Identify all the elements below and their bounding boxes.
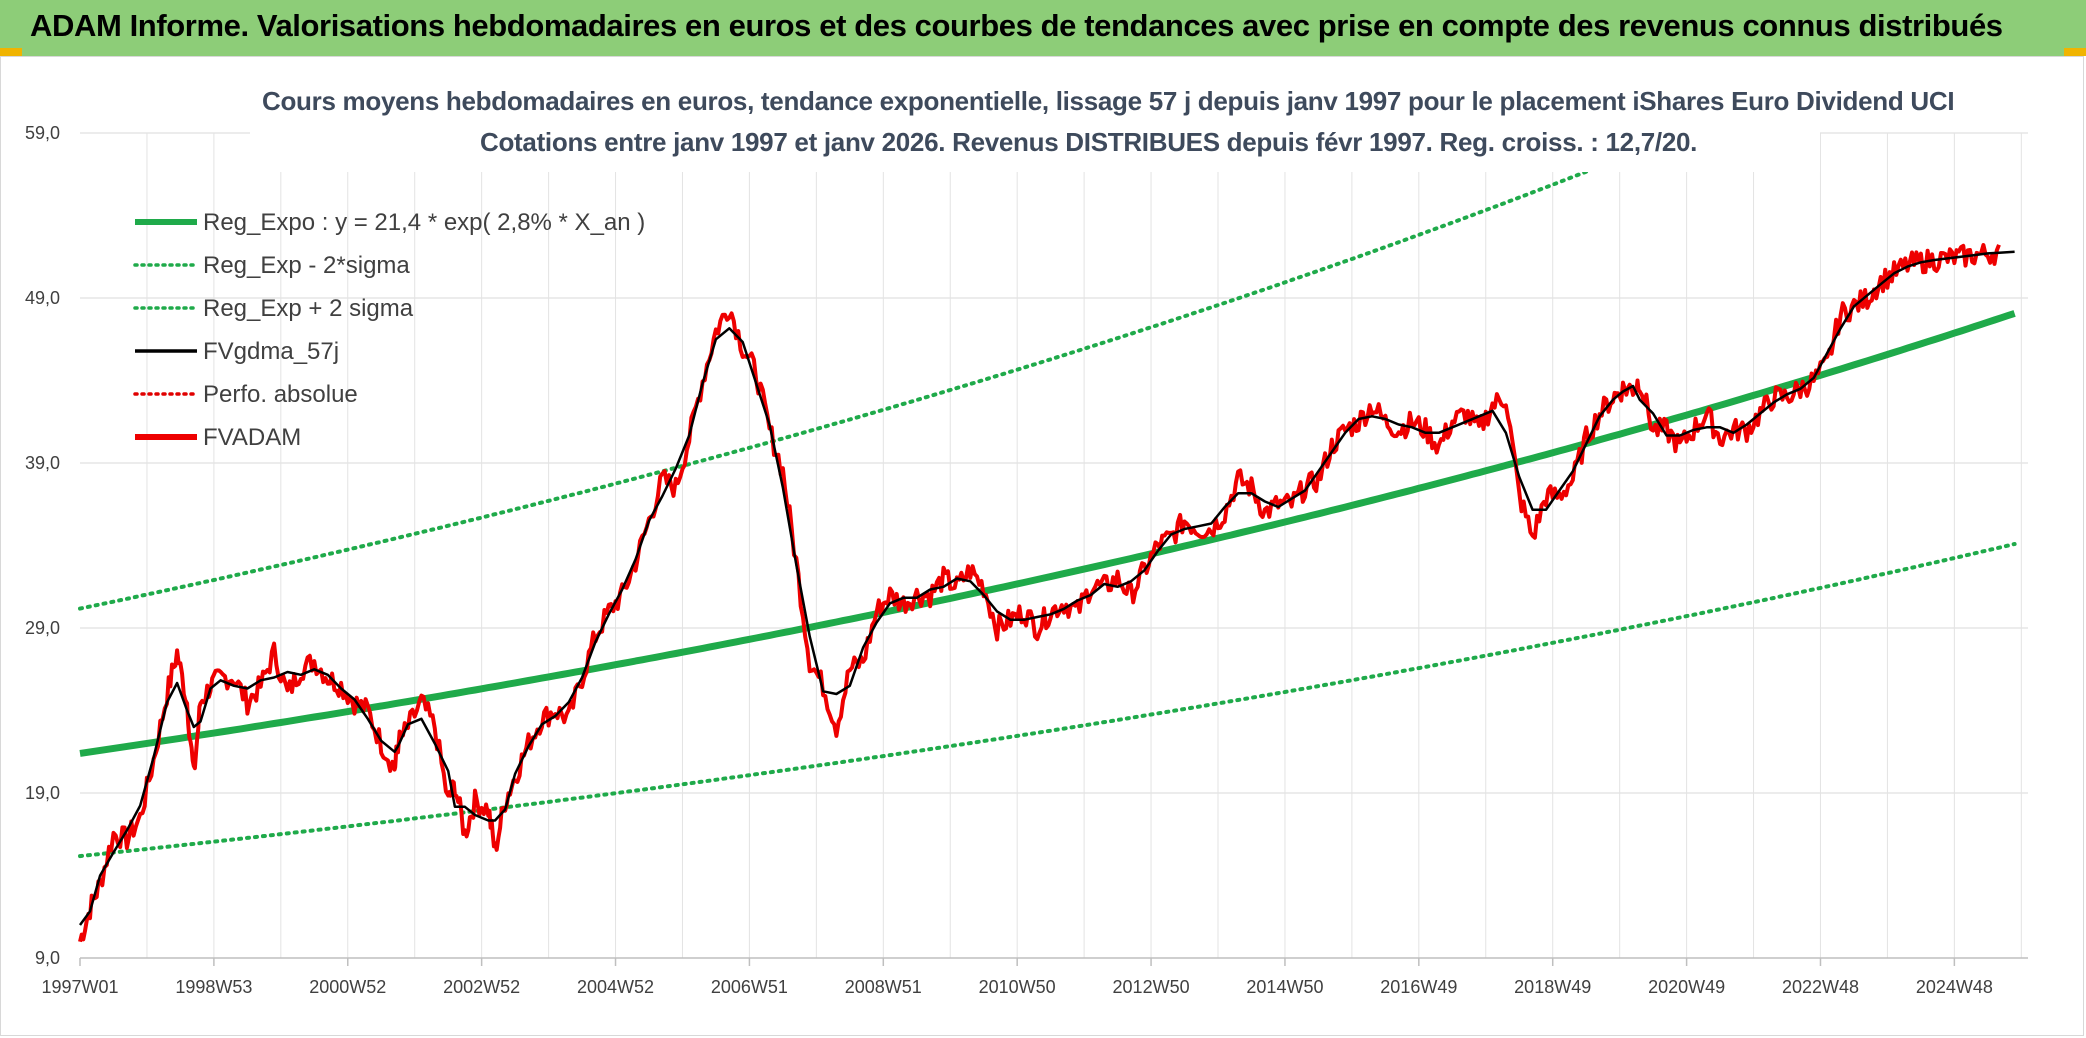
banner-accent-left (0, 48, 22, 56)
legend-label: FVADAM (203, 424, 301, 451)
chart-title: Cours moyens hebdomadaires en euros, ten… (262, 86, 1955, 116)
legend-label: Perfo. absolue (203, 381, 358, 408)
x-tick-label: 2008W51 (845, 977, 922, 997)
x-tick-label: 2010W50 (979, 977, 1056, 997)
series-reg-high (78, 126, 1696, 611)
y-tick-label: 19,0 (25, 783, 60, 803)
x-tick-label: 2024W48 (1916, 977, 1993, 997)
x-tick-label: 2002W52 (443, 977, 520, 997)
series-reg-expo (79, 310, 2016, 757)
x-tick-label: 2018W49 (1514, 977, 1591, 997)
x-tick-label: 1998W53 (175, 977, 252, 997)
x-tick-label: 2020W49 (1648, 977, 1725, 997)
x-tick-label: 1997W01 (41, 977, 118, 997)
chart-axes: 59,0 49,0 39,0 29,0 19,0 9,0 1997W01 1998W53 200… (25, 123, 2028, 997)
legend-label: Reg_Expo : y = 21,4 * exp( 2,8% * X_an ) (203, 209, 645, 236)
x-tick-label: 2016W49 (1380, 977, 1457, 997)
chart-series (78, 126, 2017, 943)
y-tick-label: 9,0 (35, 948, 60, 968)
chart-legend: Reg_Expo : y = 21,4 * exp( 2,8% * X_an )… (133, 209, 645, 451)
y-tick-label: 39,0 (25, 453, 60, 473)
x-tick-label: 2014W50 (1246, 977, 1323, 997)
y-tick-label: 49,0 (25, 288, 60, 308)
chart-subtitle: Cotations entre janv 1997 et janv 2026. … (480, 127, 1698, 157)
series-reg-low (78, 542, 2017, 859)
x-tick-label: 2004W52 (577, 977, 654, 997)
x-tick-label: 2000W52 (309, 977, 386, 997)
series-fvgdma-57j (78, 250, 2015, 926)
report-banner: ADAM Informe. Valorisations hebdomadaire… (0, 0, 2086, 56)
y-tick-label: 29,0 (25, 618, 60, 638)
legend-label: FVgdma_57j (203, 338, 339, 365)
chart-title-background (250, 80, 1820, 172)
x-tick-label: 2012W50 (1113, 977, 1190, 997)
report-title: ADAM Informe. Valorisations hebdomadaire… (30, 8, 2003, 43)
series-fvadam (78, 243, 2001, 943)
legend-label: Reg_Exp + 2 sigma (203, 295, 414, 322)
chart-frame (0, 56, 2084, 1036)
banner-accent-right (2064, 48, 2086, 56)
x-tick-label: 2006W51 (711, 977, 788, 997)
x-tick-label: 2022W48 (1782, 977, 1859, 997)
legend-label: Reg_Exp - 2*sigma (203, 252, 410, 279)
y-tick-label: 59,0 (25, 123, 60, 143)
